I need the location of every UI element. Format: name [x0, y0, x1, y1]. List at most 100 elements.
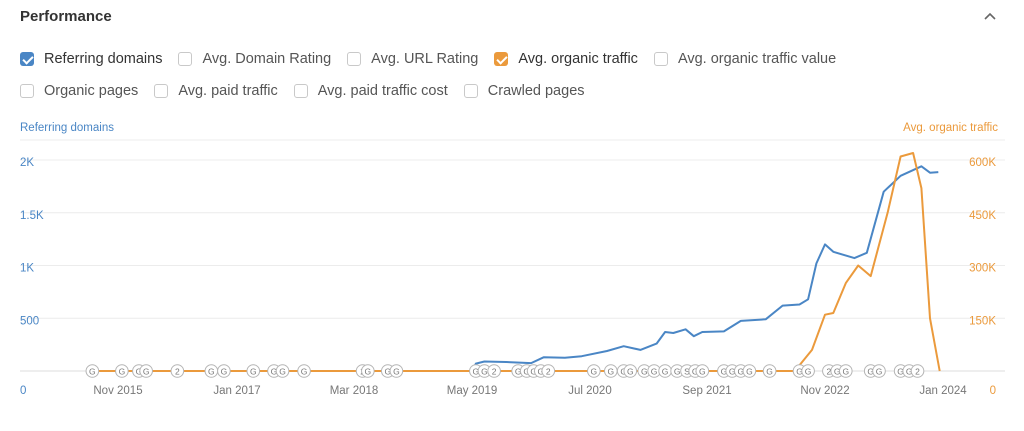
- annotation-circle: [389, 364, 404, 378]
- annotation-label: G: [591, 367, 598, 377]
- x-tick-label: Jul 2020: [568, 385, 611, 397]
- annotation-marker: G: [519, 364, 534, 378]
- annotation-circle: [526, 364, 541, 378]
- annotation-label: 2: [492, 367, 497, 377]
- annotation-label: G: [876, 367, 883, 377]
- annotation-marker: G: [902, 364, 917, 378]
- option-label: Referring domains: [44, 51, 163, 67]
- annotation-marker: G: [85, 364, 100, 378]
- option-avg-paid-traffic-cost[interactable]: Avg. paid traffic cost: [293, 83, 448, 99]
- annotation-marker: G: [132, 364, 146, 378]
- metric-options-row-2: Organic pages Avg. paid traffic Avg. paid …: [20, 80, 1000, 102]
- checkbox-checked-icon[interactable]: [20, 52, 34, 66]
- option-crawled-pages[interactable]: Crawled pages: [463, 83, 585, 99]
- annotation-circle: [902, 364, 917, 378]
- annotation-marker: G: [717, 364, 731, 378]
- option-avg-paid-traffic[interactable]: Avg. paid traffic: [154, 83, 278, 99]
- annotation-circle: [487, 364, 501, 378]
- annotation-circle: [616, 364, 631, 378]
- annotation-label: S: [684, 367, 690, 377]
- y-right-tick-label: 450K: [969, 210, 996, 222]
- x-tick-label: Jan 2017: [213, 385, 260, 397]
- annotation-marker: G: [139, 364, 153, 378]
- annotation-label: G: [301, 367, 308, 377]
- annotation-marker: G: [658, 364, 672, 378]
- annotation-circle: [872, 364, 886, 378]
- annotation-label: G: [393, 367, 400, 377]
- checkbox-unchecked-icon[interactable]: [653, 52, 668, 66]
- annotation-circle: [695, 364, 710, 378]
- annotation-label: G: [737, 367, 744, 377]
- annotation-label: G: [608, 367, 615, 377]
- annotation-label: G: [271, 367, 278, 377]
- annotation-label: G: [662, 367, 669, 377]
- option-label: Avg. organic traffic: [518, 51, 638, 67]
- annotation-marker: G: [637, 364, 652, 378]
- checkbox-unchecked-icon[interactable]: [293, 84, 308, 98]
- annotation-marker: G: [526, 364, 541, 378]
- x-tick-label: Nov 2015: [93, 385, 142, 397]
- y-right-tick-label: 150K: [969, 315, 996, 327]
- annotation-marker: G: [695, 364, 710, 378]
- annotation-label: G: [537, 367, 544, 377]
- y-left-axis-title: Referring domains: [20, 122, 114, 134]
- annotation-label: G: [834, 367, 841, 377]
- checkbox-unchecked-icon[interactable]: [463, 84, 478, 98]
- annotation-marker: G: [115, 364, 129, 378]
- annotation-marker: G: [792, 364, 807, 378]
- checkbox-unchecked-icon[interactable]: [347, 52, 362, 66]
- annotation-label: G: [674, 367, 681, 377]
- y-left-tick-label: 1K: [20, 263, 34, 275]
- option-avg-organic-traffic[interactable]: Avg. organic traffic: [494, 51, 638, 67]
- annotation-circle: [623, 364, 638, 378]
- annotation-label: G: [143, 367, 150, 377]
- annotation-marker: G: [838, 364, 853, 378]
- annotation-label: 2: [827, 367, 832, 377]
- option-avg-domain-rating[interactable]: Avg. Domain Rating: [178, 51, 331, 67]
- annotation-marker: G: [742, 364, 757, 378]
- annotation-label: 2: [915, 367, 920, 377]
- metric-options: Referring domains Avg. Domain Rating Avg. …: [20, 48, 1000, 112]
- checkbox-unchecked-icon[interactable]: [20, 84, 34, 98]
- checkbox-unchecked-icon[interactable]: [154, 84, 169, 98]
- annotation-circle: [647, 364, 661, 378]
- y-right-tick-label: 300K: [969, 263, 996, 275]
- option-referring-domains[interactable]: Referring domains: [20, 51, 162, 67]
- annotation-marker: G: [872, 364, 886, 378]
- annotation-marker: G: [217, 364, 231, 378]
- checkbox-checked-icon[interactable]: [494, 52, 509, 66]
- annotation-marker: G: [616, 364, 631, 378]
- option-avg-organic-traffic-value[interactable]: Avg. organic traffic value: [653, 51, 836, 67]
- annotation-marker: 2: [910, 364, 925, 378]
- annotation-circle: [680, 364, 694, 378]
- annotation-marker: G: [725, 364, 740, 378]
- annotation-circle: [587, 364, 601, 378]
- annotation-marker: G: [801, 364, 815, 378]
- annotation-circle: [717, 364, 731, 378]
- annotation-marker: S: [680, 364, 694, 378]
- metric-options-row-1: Referring domains Avg. Domain Rating Avg. …: [20, 48, 1000, 70]
- annotation-marker: G: [863, 364, 878, 378]
- annotation-marker: G: [204, 364, 219, 378]
- annotation-label: G: [842, 367, 849, 377]
- option-avg-url-rating[interactable]: Avg. URL Rating: [347, 51, 478, 67]
- annotation-circle: [637, 364, 652, 378]
- y-right-axis-title: Avg. organic traffic: [903, 122, 998, 134]
- annotation-marker: 2: [355, 364, 370, 378]
- annotation-label: G: [766, 367, 773, 377]
- annotation-marker: 2: [170, 364, 185, 378]
- annotation-marker: G: [688, 364, 703, 378]
- annotation-label: G: [473, 367, 480, 377]
- option-organic-pages[interactable]: Organic pages: [20, 83, 138, 99]
- annotation-label: G: [805, 367, 812, 377]
- section-title: Performance: [20, 8, 112, 25]
- chevron-up-icon[interactable]: [982, 8, 998, 24]
- annotation-circle: [469, 364, 483, 378]
- annotation-marker: G: [297, 364, 311, 378]
- option-label: Avg. paid traffic: [178, 83, 278, 99]
- checkbox-unchecked-icon[interactable]: [178, 52, 193, 66]
- annotation-marker: 2: [541, 364, 556, 378]
- annotation-marker: G: [275, 364, 290, 378]
- annotation-marker: G: [511, 364, 525, 378]
- annotation-marker: G: [380, 364, 395, 378]
